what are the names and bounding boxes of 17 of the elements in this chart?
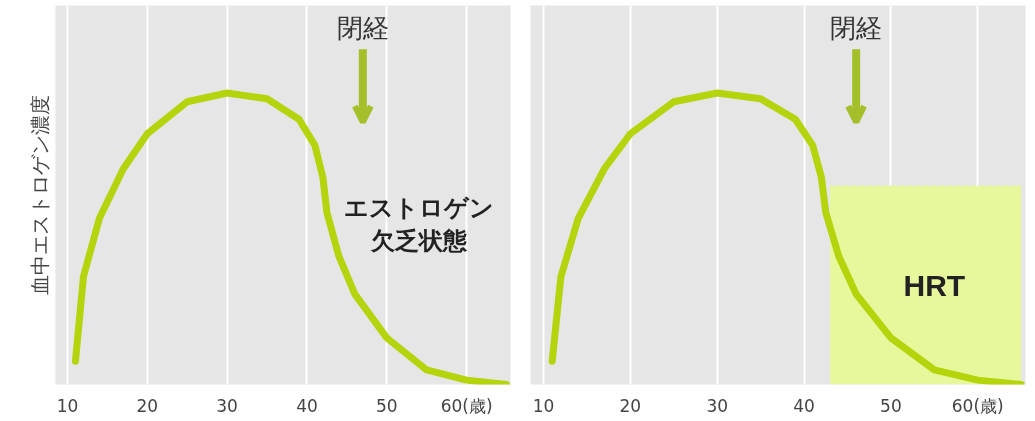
x-tick-label: 60(歳) <box>440 395 493 416</box>
text: 閉経 <box>830 13 883 44</box>
x-tick-label: 30 <box>216 395 238 416</box>
x-tick-label: 10 <box>56 395 79 416</box>
x-tick-label: 60(歳) <box>951 395 1004 416</box>
x-tick-label: 10 <box>532 395 555 416</box>
annotation: エストロゲン欠乏状態 <box>343 194 494 254</box>
text: 閉経 <box>336 13 389 44</box>
y-axis-title: 血中エストロゲン濃度 <box>28 95 51 295</box>
x-tick-label: 30 <box>706 395 729 416</box>
x-tick-label: 50 <box>880 395 902 416</box>
series-label: HRT <box>903 268 966 302</box>
x-tick-label: 50 <box>375 395 398 416</box>
x-tick-label: 40 <box>793 395 815 416</box>
x-tick-label: 40 <box>296 395 318 416</box>
x-tick-label: 20 <box>619 395 642 416</box>
x-tick-label: 20 <box>136 395 159 416</box>
